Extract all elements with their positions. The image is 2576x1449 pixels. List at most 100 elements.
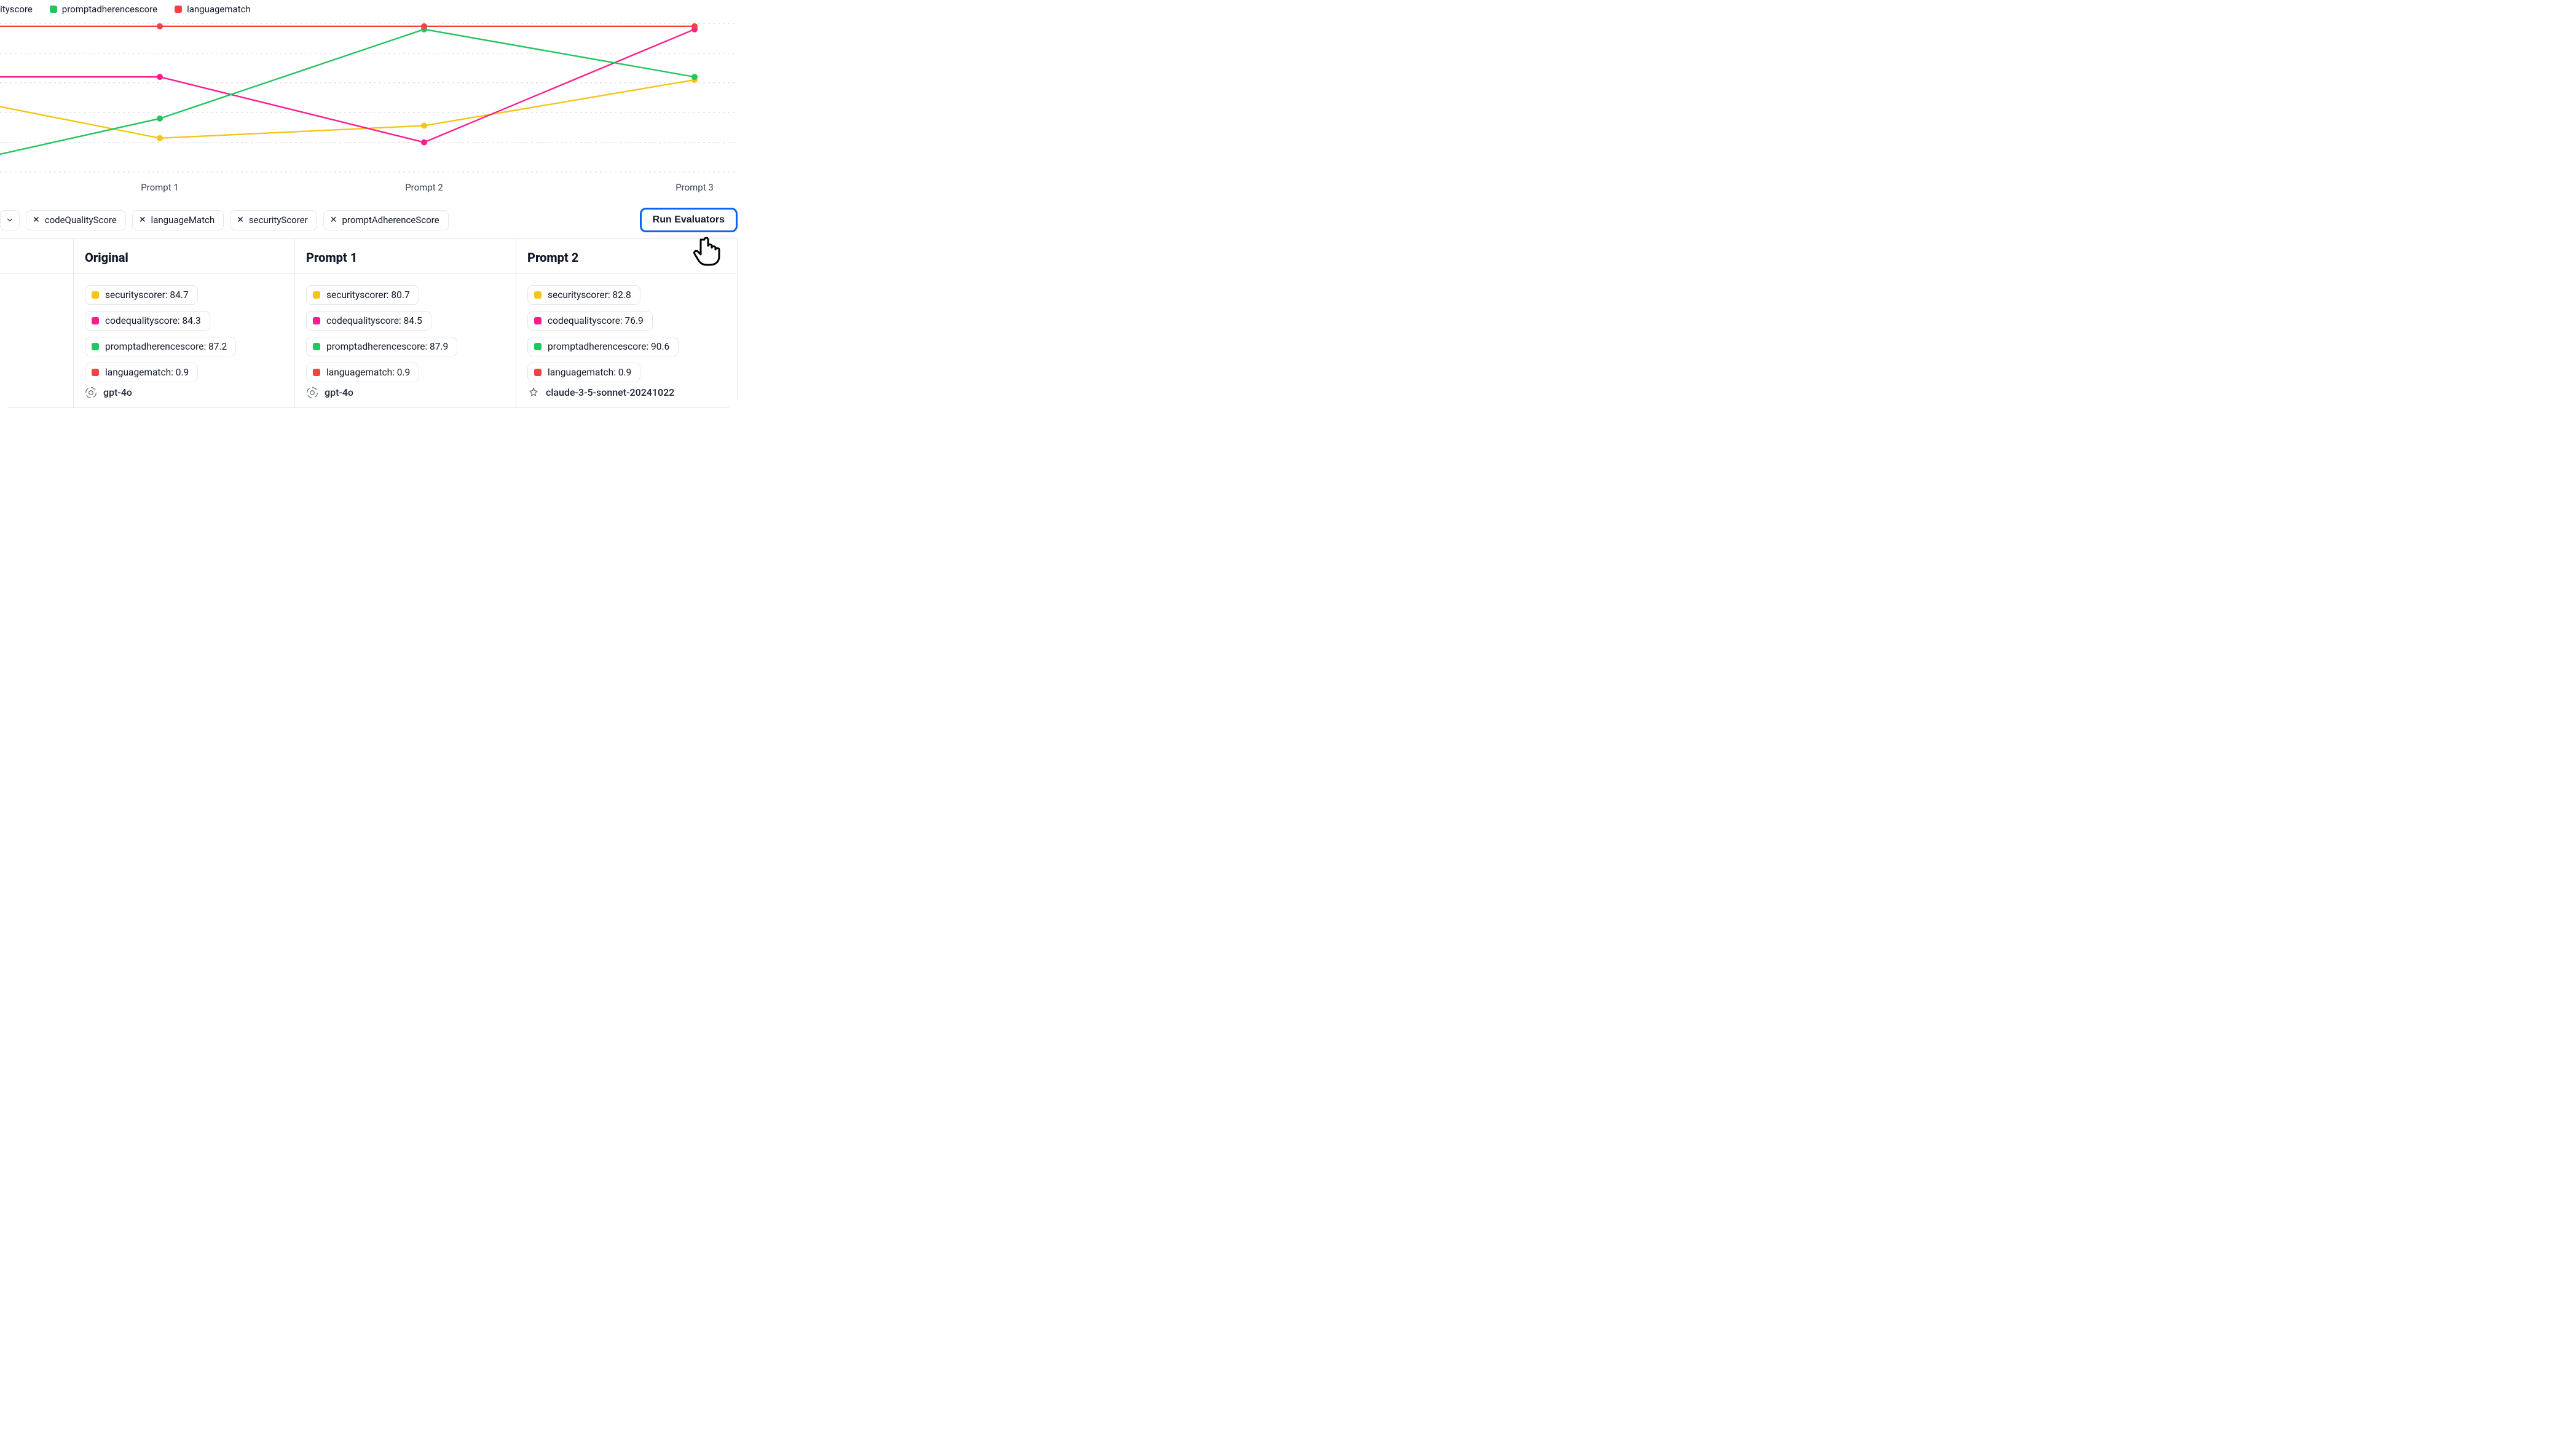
metric-badge-languagematch[interactable]: languagematch: 0.9 [527,363,640,382]
metric-color-dot [313,291,320,299]
model-label: gpt-4o [306,386,353,399]
run-evaluators-button[interactable]: Run Evaluators [640,208,738,232]
metric-badge-codequalityscore[interactable]: codequalityscore: 76.9 [527,311,653,331]
filter-chip-label: securityScorer [249,214,308,226]
series-marker-codequalityscore [157,74,163,80]
metric-badge-label: securityscorer: 82.8 [548,289,631,300]
legend-swatch [175,6,182,13]
metric-badge-securityscorer[interactable]: securityscorer: 80.7 [306,285,419,305]
metric-badge-label: securityscorer: 84.7 [105,289,189,300]
metric-badge-label: languagematch: 0.9 [105,367,189,378]
line-chart: Prompt 1 Prompt 2 Prompt 3 [0,17,738,202]
series-line-promptadherencescore [0,29,695,154]
results-table: OriginalPrompt 1Prompt 2securityscorer: … [0,239,738,408]
legend-item-promptadherencescore[interactable]: promptadherencescore [50,4,157,15]
metric-badge-promptadherencescore[interactable]: promptadherencescore: 87.9 [306,337,457,356]
model-label: gpt-4o [85,386,132,399]
metric-badge-label: securityscorer: 80.7 [326,289,410,300]
metric-color-dot [313,343,320,350]
legend-label: languagematch [187,4,251,15]
model-name: claude-3-5-sonnet-20241022 [546,387,674,398]
legend-label: promptadherencescore [62,4,157,15]
metric-color-dot [92,317,99,324]
metric-badge-label: codequalityscore: 84.5 [326,315,422,326]
xaxis-label: Prompt 2 [405,182,443,193]
metric-badge-label: languagematch: 0.9 [548,367,631,378]
filter-toolbar: ✕ codeQualityScore ✕ languageMatch ✕ security… [0,202,738,239]
series-line-securityscorer [0,80,695,138]
series-line-codequalityscore [0,29,695,143]
close-icon[interactable]: ✕ [330,215,337,225]
claude-icon [527,386,540,399]
results-lead-header [0,239,74,274]
close-icon[interactable]: ✕ [139,215,146,225]
openai-icon [85,386,97,399]
series-marker-languagematch [421,23,427,29]
legend-label: ualityscore [0,4,33,15]
metric-badge-languagematch[interactable]: languagematch: 0.9 [306,363,419,382]
filter-chip[interactable]: ✕ languageMatch [132,210,224,230]
results-cell: securityscorer: 84.7 codequalityscore: 84… [74,274,295,408]
metric-color-dot [534,343,542,350]
series-marker-codequalityscore [421,139,427,146]
metric-color-dot [92,369,99,376]
metric-color-dot [534,369,542,376]
metric-badge-group: securityscorer: 82.8 codequalityscore: 76… [527,285,726,382]
close-icon[interactable]: ✕ [237,215,244,225]
model-name: gpt-4o [103,387,132,398]
model-name: gpt-4o [325,387,353,398]
openai-icon [306,386,318,399]
metric-badge-label: languagematch: 0.9 [326,367,410,378]
legend-item-languagematch[interactable]: languagematch [175,4,251,15]
series-marker-securityscorer [421,122,427,128]
series-marker-promptadherencescore [157,116,163,122]
close-icon[interactable]: ✕ [33,215,40,225]
metric-badge-languagematch[interactable]: languagematch: 0.9 [85,363,198,382]
metric-badge-label: promptadherencescore: 90.6 [548,341,669,352]
filter-chip[interactable]: ✕ codeQualityScore [26,210,126,230]
legend-item-codequalityscore[interactable]: ualityscore [0,4,33,15]
metric-color-dot [534,291,542,299]
metric-badge-group: securityscorer: 80.7 codequalityscore: 84… [306,285,505,382]
filter-chip-group: ✕ codeQualityScore ✕ languageMatch ✕ security… [26,210,449,230]
metric-badge-group: securityscorer: 84.7 codequalityscore: 84… [85,285,283,382]
page-root: ualityscore promptadherencescore languagem… [0,0,738,408]
metric-badge-label: promptadherencescore: 87.2 [105,341,227,352]
metric-badge-codequalityscore[interactable]: codequalityscore: 84.3 [85,311,210,331]
filter-chip[interactable]: ✕ securityScorer [230,210,317,230]
line-chart-svg: Prompt 1 Prompt 2 Prompt 3 [0,17,738,202]
filter-dropdown[interactable] [0,210,20,230]
xaxis-label: Prompt 3 [676,182,714,193]
metric-color-dot [313,369,320,376]
chart-legend: ualityscore promptadherencescore languagem… [0,0,738,17]
filter-chip-label: languageMatch [151,214,215,226]
filter-chip[interactable]: ✕ promptAdherenceScore [323,210,449,230]
results-cell: securityscorer: 82.8 codequalityscore: 76… [516,274,738,408]
metric-badge-label: promptadherencescore: 87.9 [326,341,448,352]
metric-badge-label: codequalityscore: 76.9 [548,315,644,326]
filter-chip-label: promptAdherenceScore [342,214,439,226]
filter-chip-label: codeQualityScore [45,214,117,226]
metric-badge-securityscorer[interactable]: securityscorer: 82.8 [527,285,640,305]
metric-badge-securityscorer[interactable]: securityscorer: 84.7 [85,285,198,305]
metric-color-dot [313,317,320,324]
results-lead-cell [0,274,74,408]
results-column-header: Original [74,239,295,274]
series-marker-securityscorer [157,135,163,141]
series-marker-languagematch [691,23,698,29]
chevron-down-icon [6,216,14,224]
metric-badge-promptadherencescore[interactable]: promptadherencescore: 87.2 [85,337,236,356]
model-label: claude-3-5-sonnet-20241022 [527,386,674,399]
metric-badge-label: codequalityscore: 84.3 [105,315,201,326]
metric-badge-promptadherencescore[interactable]: promptadherencescore: 90.6 [527,337,679,356]
results-cell: securityscorer: 80.7 codequalityscore: 84… [295,274,516,408]
legend-swatch [50,6,57,13]
series-marker-languagematch [157,23,163,29]
xaxis-label: Prompt 1 [141,182,179,193]
results-column-header: Prompt 1 [295,239,516,274]
series-marker-promptadherencescore [691,74,698,80]
metric-badge-codequalityscore[interactable]: codequalityscore: 84.5 [306,311,431,331]
metric-color-dot [92,343,99,350]
metric-color-dot [534,317,542,324]
metric-color-dot [92,291,99,299]
